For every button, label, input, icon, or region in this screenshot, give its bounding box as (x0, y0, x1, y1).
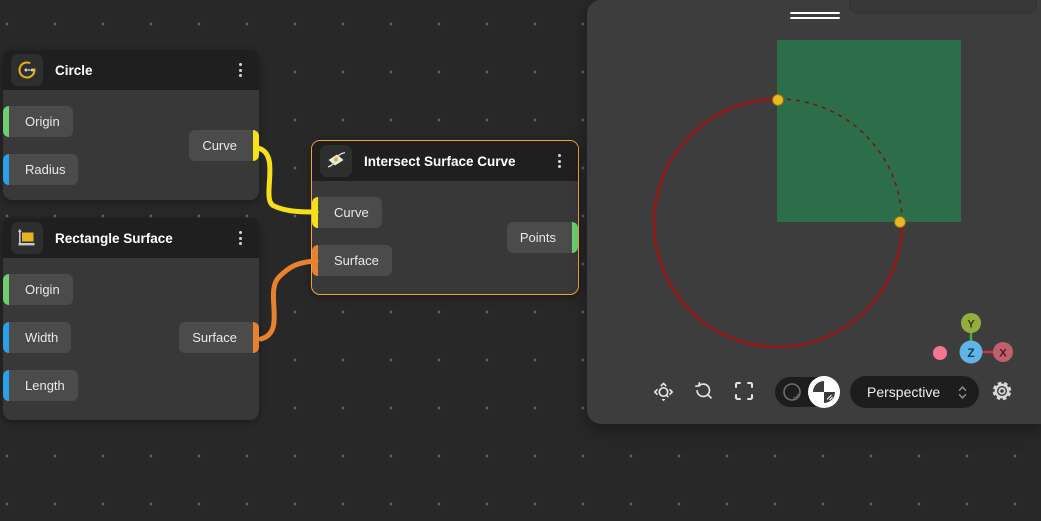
node-title: Circle (55, 62, 93, 78)
axis-negative-x-dot[interactable] (933, 346, 947, 360)
node-circle[interactable]: Circle Origin Radius Curve (3, 50, 259, 200)
axis-z-bubble[interactable] (959, 340, 983, 364)
port-label: Width (25, 330, 59, 345)
port-input-width[interactable]: Width (3, 322, 72, 353)
port-label: Points (519, 230, 556, 245)
intersection-point-right[interactable] (894, 216, 906, 228)
fit-view-button[interactable] (730, 377, 758, 405)
axis-gizmo[interactable]: Y Z X (933, 313, 1013, 364)
3d-viewport[interactable]: Y Z X (587, 0, 1041, 424)
scene-rectangle-surface[interactable] (777, 40, 961, 222)
material-sphere-icon[interactable] (807, 375, 841, 414)
port-label: Surface (334, 253, 379, 268)
node-intersect-header[interactable]: Intersect Surface Curve (312, 141, 578, 181)
port-label: Curve (334, 205, 369, 220)
port-output-curve[interactable]: Curve (189, 130, 259, 161)
port-label: Origin (25, 114, 60, 129)
wire-curve-yellow[interactable] (255, 145, 319, 215)
viewport-settings-button[interactable] (988, 377, 1016, 405)
port-label: Curve (202, 138, 237, 153)
port-output-surface[interactable]: Surface (179, 322, 259, 353)
node-intersect-surface-curve[interactable]: Intersect Surface Curve Curve Surface Po… (311, 140, 579, 295)
viewport-drag-handle[interactable] (790, 12, 840, 22)
pan-zoom-button[interactable] (649, 378, 677, 406)
fit-view-icon (735, 382, 753, 400)
port-input-origin[interactable]: Origin (3, 106, 73, 137)
kebab-menu-icon[interactable] (550, 150, 568, 172)
scene-circle-dashed-arc (777, 98, 903, 224)
node-circle-header[interactable]: Circle (3, 50, 259, 90)
port-input-origin[interactable]: Origin (3, 274, 73, 305)
port-label: Surface (192, 330, 237, 345)
intersection-point-top[interactable] (772, 94, 784, 106)
wireframe-sphere-icon[interactable] (781, 381, 803, 408)
port-input-length[interactable]: Length (3, 370, 78, 401)
scene-overlay: Y Z X (652, 94, 1013, 364)
axis-y-bubble[interactable] (961, 313, 981, 333)
port-input-radius[interactable]: Radius (3, 154, 79, 185)
collapsed-panel-hint (849, 0, 1037, 14)
chevron-up-down-icon (958, 385, 967, 399)
axis-z-label: Z (967, 346, 974, 360)
wire-surface-orange[interactable] (258, 258, 319, 342)
kebab-menu-icon[interactable] (231, 227, 249, 249)
port-output-points[interactable]: Points (506, 222, 578, 253)
orbit-zoom-icon (694, 381, 712, 399)
axis-x-label: X (999, 348, 1007, 360)
node-rectangle-surface[interactable]: Rectangle Surface Origin Width Length Su… (3, 218, 259, 420)
port-label: Length (25, 378, 65, 393)
gear-icon (992, 381, 1012, 401)
axis-y-label: Y (967, 319, 975, 331)
intersect-node-icon (320, 145, 352, 177)
orbit-zoom-button[interactable] (689, 377, 717, 405)
axis-x-bubble[interactable] (993, 342, 1013, 362)
display-mode-toggle[interactable] (775, 376, 840, 408)
rectangle-surface-node-icon (11, 222, 43, 254)
scene-circle-solid-arc[interactable] (652, 97, 904, 349)
node-rectangle-surface-header[interactable]: Rectangle Surface (3, 218, 259, 258)
node-title: Intersect Surface Curve (364, 153, 516, 169)
port-input-curve[interactable]: Curve (312, 197, 382, 228)
kebab-menu-icon[interactable] (231, 59, 249, 81)
port-input-surface[interactable]: Surface (312, 245, 392, 276)
port-label: Origin (25, 282, 60, 297)
projection-select[interactable]: Perspective (850, 376, 979, 408)
circle-node-icon (11, 54, 43, 86)
projection-label: Perspective (867, 384, 941, 400)
port-label: Radius (25, 162, 66, 177)
pan-zoom-icon (653, 382, 673, 401)
node-title: Rectangle Surface (55, 230, 173, 246)
